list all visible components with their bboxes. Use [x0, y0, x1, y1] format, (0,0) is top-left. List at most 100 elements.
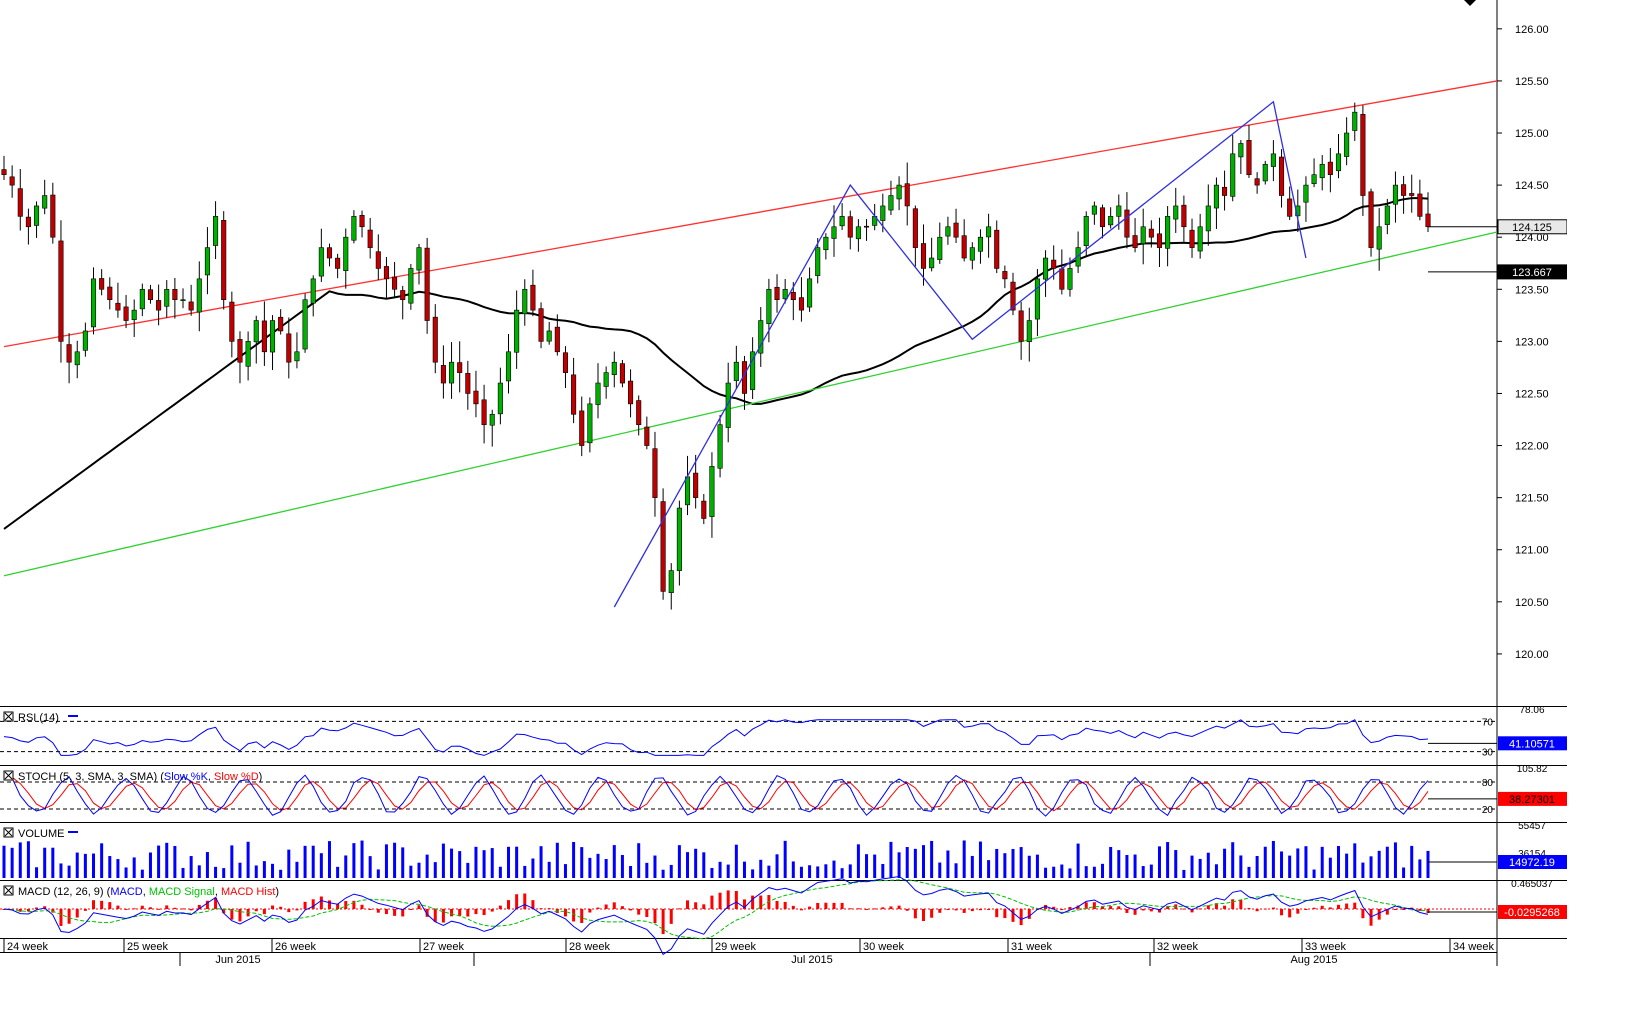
- candle-body: [904, 183, 910, 207]
- candle-body: [261, 320, 267, 353]
- candle-body: [880, 205, 886, 221]
- volume-bar: [1060, 864, 1064, 878]
- volume-bar: [808, 865, 812, 878]
- candle-body: [286, 333, 292, 363]
- volume-bar: [840, 868, 844, 878]
- volume-bar: [710, 867, 714, 878]
- candle-body: [717, 424, 723, 469]
- volume-bar: [1068, 868, 1072, 878]
- candle-body: [1140, 226, 1146, 245]
- macd-hist-bar: [808, 906, 812, 909]
- candle-body: [25, 216, 31, 228]
- macd-hist-bar: [1052, 906, 1056, 909]
- macd-hist-bar: [905, 909, 909, 911]
- volume-bar: [295, 861, 299, 878]
- candle-body: [1425, 213, 1431, 228]
- candle-body: [123, 306, 129, 321]
- candle-body: [269, 320, 276, 353]
- candle-body: [1205, 205, 1211, 232]
- macd-hist-bar: [629, 909, 633, 911]
- volume-bar: [466, 862, 470, 878]
- macd-hist-bar: [1296, 909, 1300, 914]
- candle-body: [969, 247, 975, 261]
- macd-hist-bar: [531, 900, 535, 909]
- panel-frames: [0, 0, 1567, 966]
- macd-hist-bar: [1336, 904, 1340, 909]
- candle-body: [42, 195, 48, 209]
- volume-bar: [474, 846, 478, 878]
- price-tick-label: 125.00: [1515, 128, 1549, 140]
- panel-toggle-x: [4, 712, 13, 721]
- candle-body: [310, 278, 316, 304]
- candle-body: [937, 236, 943, 260]
- candle-body: [237, 339, 243, 363]
- volume-bar: [987, 860, 991, 878]
- macd-hist-bar: [1385, 909, 1389, 915]
- panel-toggle-x: [4, 771, 13, 780]
- candle-body: [440, 365, 446, 384]
- macd-hist-bar: [946, 909, 950, 910]
- candle-body: [139, 288, 145, 310]
- last-price-label-box: [1497, 219, 1567, 235]
- candle-body: [652, 448, 658, 498]
- volume-bar: [1353, 843, 1357, 878]
- volume-bar: [669, 864, 673, 878]
- macd-hist-bar: [604, 904, 608, 909]
- stoch-level-label: 20: [1482, 805, 1494, 816]
- volume-bar: [742, 861, 746, 878]
- candle-body: [1010, 281, 1016, 311]
- collapse-arrow-icon[interactable]: [1464, 0, 1476, 6]
- volume-bar: [970, 855, 974, 878]
- volume-bar: [759, 859, 763, 878]
- week-label: 32 week: [1157, 941, 1198, 953]
- macd-hist-bar: [677, 908, 681, 910]
- macd-hist-bar: [1149, 909, 1153, 912]
- macd-hist-bar: [1019, 909, 1023, 926]
- candle-body: [1327, 161, 1333, 175]
- candle-body: [9, 176, 15, 186]
- macd-hist-bar: [824, 902, 828, 909]
- macd-hist-bar: [702, 904, 706, 909]
- candle-body: [90, 278, 97, 328]
- macd-hist-bar: [1402, 909, 1406, 910]
- candle-body: [147, 289, 154, 301]
- candle-body: [17, 188, 23, 217]
- macd-hist-bar: [726, 890, 730, 909]
- panel-title-part: RSI (14): [18, 712, 59, 724]
- candle-body: [1108, 216, 1114, 226]
- volume-bar: [913, 848, 917, 878]
- macd-hist-bar: [1426, 909, 1430, 914]
- macd-hist-bar: [148, 907, 152, 909]
- candle-body: [278, 316, 284, 332]
- macd-hist-bar: [816, 902, 820, 909]
- volume-bar: [1312, 869, 1316, 878]
- candle-body: [1181, 204, 1187, 228]
- candle-body: [831, 226, 837, 239]
- macd-hist-bar: [319, 896, 323, 909]
- macd-hist-bar: [59, 909, 63, 926]
- volume-bar: [661, 869, 665, 878]
- volume-bar: [1247, 866, 1251, 878]
- macd-hist-bar: [1361, 909, 1365, 919]
- macd-hist-bar: [230, 909, 234, 920]
- macd-hist-bar: [995, 909, 999, 918]
- candle-body: [1368, 191, 1374, 248]
- candle-body: [709, 466, 715, 517]
- volume-bar: [173, 845, 177, 878]
- volume-bar: [116, 859, 120, 878]
- macd-hist-bar: [930, 909, 934, 918]
- volume-bar: [1035, 854, 1039, 878]
- macd-hist-bar: [1076, 905, 1080, 909]
- volume-bar: [1328, 857, 1332, 878]
- candle-body: [538, 308, 544, 342]
- volume-bar: [580, 847, 584, 878]
- candle-body: [1311, 174, 1317, 185]
- volume-bar: [83, 853, 87, 878]
- macd-hist-bar: [1190, 909, 1194, 913]
- volume-bar: [1361, 862, 1365, 878]
- week-label: 30 week: [863, 941, 904, 953]
- macd-hist-bar: [1328, 907, 1332, 909]
- macd-hist-bar: [791, 905, 795, 909]
- macd-hist-bar: [75, 909, 79, 918]
- macd-hist-bar: [92, 900, 96, 909]
